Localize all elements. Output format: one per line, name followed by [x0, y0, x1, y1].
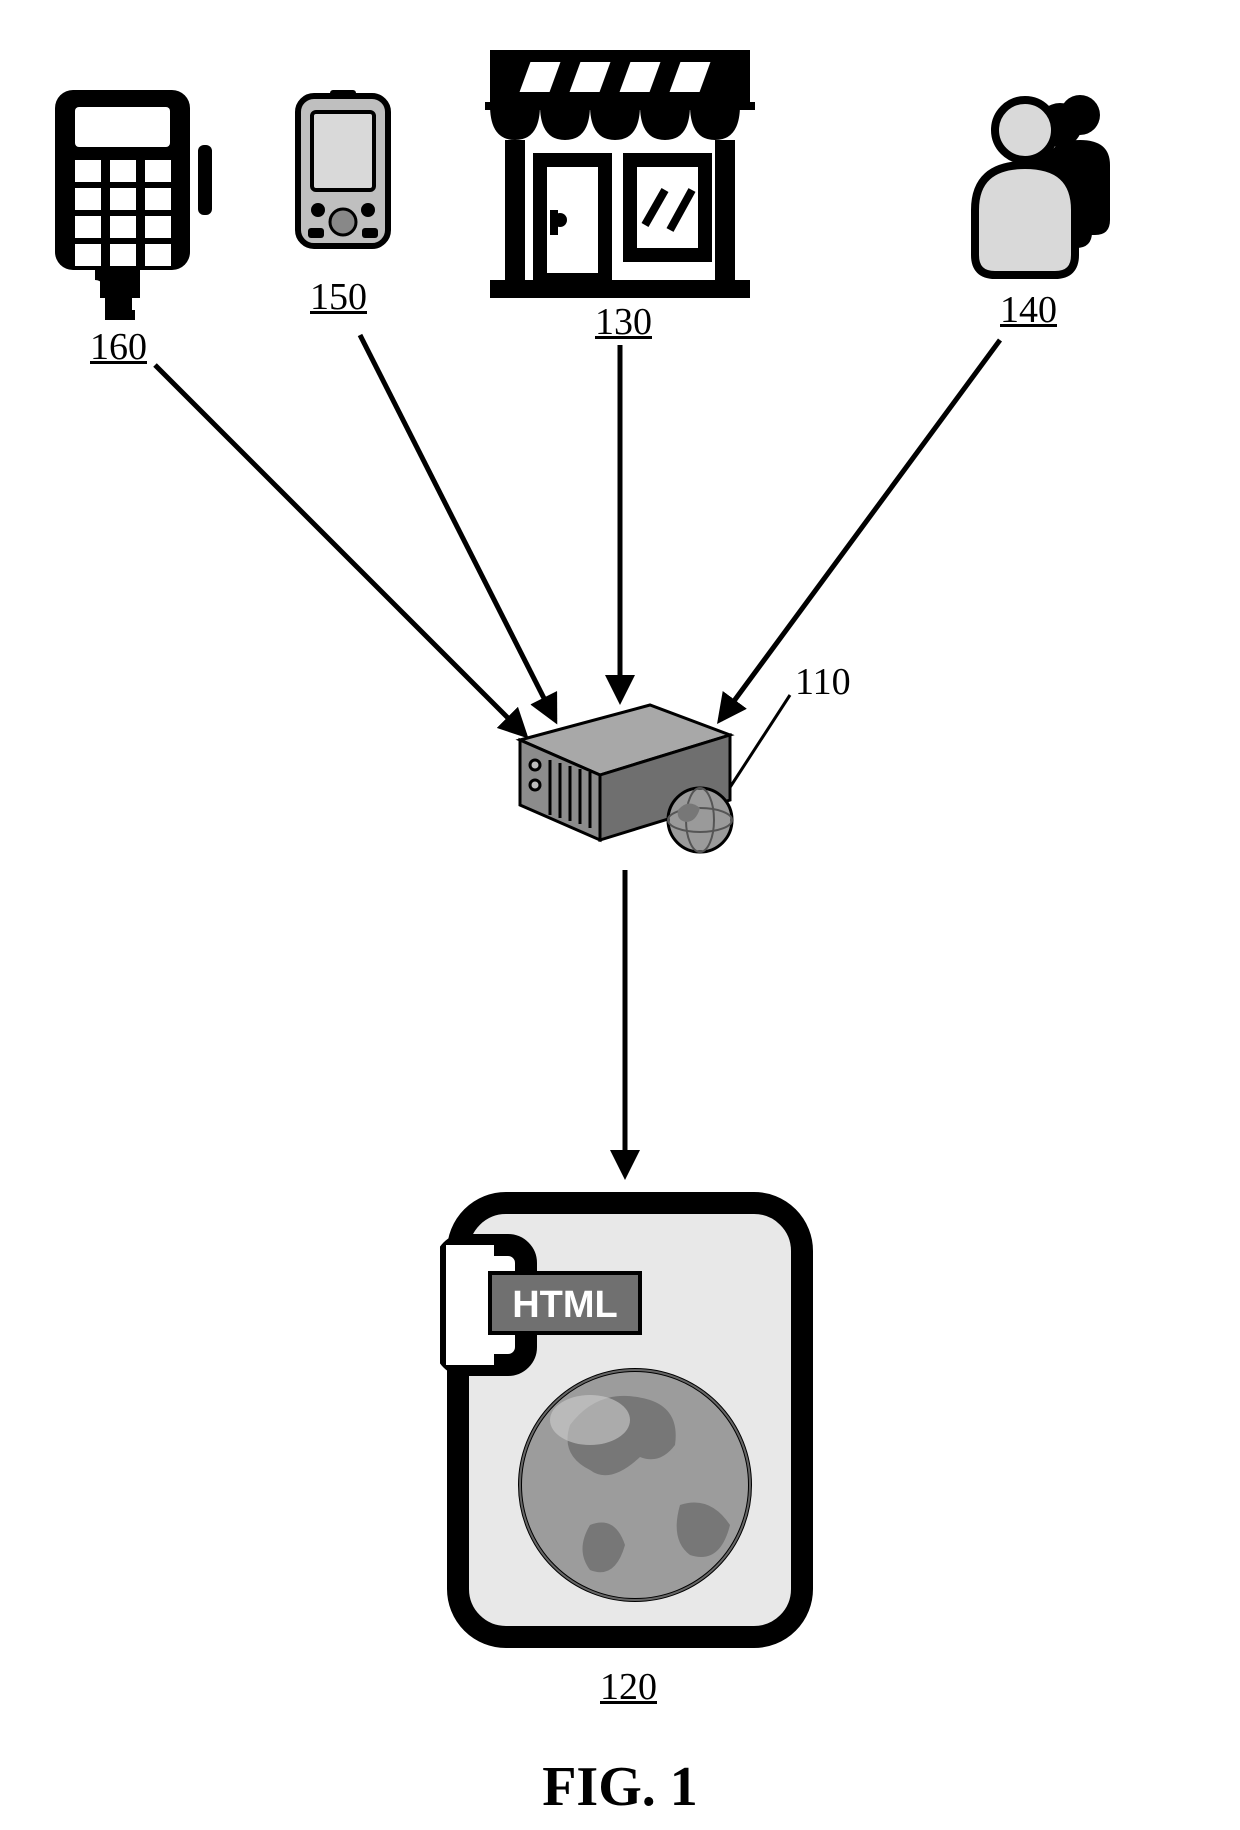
label-150: 150	[310, 275, 367, 319]
users-icon	[930, 70, 1130, 280]
html-file-icon: HTML	[440, 1185, 820, 1655]
pda-icon	[290, 90, 405, 260]
server-icon	[500, 680, 750, 870]
edge-users-to-server	[720, 340, 1000, 720]
label-110: 110	[795, 660, 851, 704]
edge-pos-to-server	[155, 365, 525, 735]
label-140: 140	[1000, 288, 1057, 332]
html-badge-text: HTML	[512, 1284, 618, 1326]
store-icon	[470, 40, 770, 300]
label-130: 130	[595, 300, 652, 344]
figure-canvas: 160 150	[0, 0, 1240, 1830]
edge-pda-to-server	[360, 335, 555, 720]
figure-caption: FIG. 1	[0, 1755, 1240, 1819]
pos-terminal-icon	[50, 85, 225, 320]
label-160: 160	[90, 325, 147, 369]
label-120: 120	[600, 1665, 657, 1709]
